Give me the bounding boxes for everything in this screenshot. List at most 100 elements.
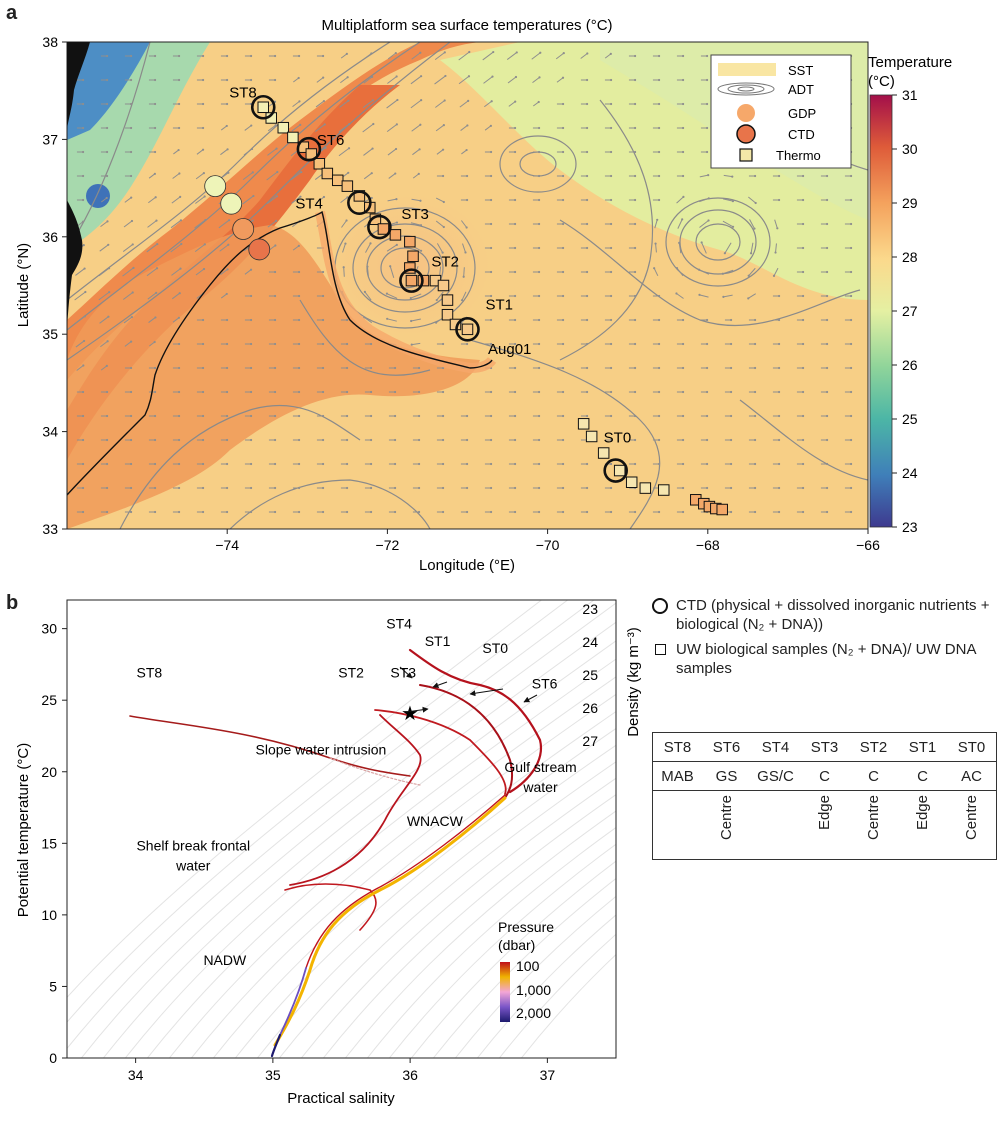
- velocity-arrow-head: [435, 321, 438, 324]
- velocity-arrow-head: [177, 462, 181, 466]
- velocity-arrow: [267, 220, 277, 228]
- velocity-arrow-head: [633, 414, 637, 418]
- velocity-arrow-head: [225, 318, 229, 322]
- velocity-arrow-head: [249, 268, 253, 271]
- velocity-arrow: [460, 125, 468, 131]
- velocity-arrow-head: [395, 243, 398, 246]
- station-table: ST8 ST6 ST4 ST3 ST2 ST1 ST0 MAB GS GS/C …: [652, 732, 997, 860]
- velocity-arrow-head: [395, 123, 398, 126]
- velocity-arrow-head: [386, 317, 389, 320]
- velocity-arrow-head: [81, 174, 85, 178]
- velocity-arrow-head: [410, 319, 413, 323]
- velocity-arrow-head: [585, 366, 589, 370]
- velocity-arrow-head: [251, 219, 254, 222]
- velocity-arrow-head: [417, 438, 421, 442]
- velocity-arrow-head: [657, 390, 661, 394]
- velocity-arrow: [411, 342, 421, 346]
- thermo-marker: [625, 476, 638, 488]
- velocity-arrow-head: [657, 54, 661, 58]
- velocity-arrow-head: [443, 99, 446, 102]
- velocity-arrow-head: [155, 291, 158, 294]
- velocity-arrow-head: [657, 510, 661, 514]
- velocity-arrow-head: [442, 225, 445, 229]
- ts-station-label: ST6: [532, 676, 558, 692]
- velocity-arrow: [386, 293, 398, 299]
- velocity-arrow-head: [321, 294, 325, 298]
- y-tick-label: 5: [49, 978, 57, 994]
- isopycnal-line: [67, 600, 569, 1023]
- table-cell: GS/C: [751, 761, 800, 791]
- velocity-arrow-head: [609, 78, 613, 82]
- velocity-arrow-head: [825, 390, 829, 394]
- ctd-station-label: ST4: [295, 196, 323, 213]
- velocity-arrow: [699, 197, 709, 203]
- thermo-marker: [716, 503, 728, 516]
- isopycnal-line: [146, 658, 616, 1058]
- velocity-arrow-head: [249, 294, 253, 298]
- isopycnal-line: [366, 826, 616, 1058]
- legend-sst-swatch: [718, 63, 776, 76]
- velocity-arrow-head: [801, 198, 805, 202]
- velocity-arrow: [701, 242, 707, 254]
- velocity-arrow-head: [633, 78, 637, 82]
- thermo-marker: [404, 262, 416, 274]
- velocity-arrow-head: [393, 390, 397, 394]
- velocity-arrow: [748, 267, 756, 277]
- table-cell: C: [898, 761, 947, 791]
- velocity-arrow-head: [561, 342, 565, 346]
- velocity-arrow-head: [275, 195, 279, 198]
- ctd-station-label: ST0: [604, 430, 632, 447]
- velocity-arrow-head: [297, 510, 301, 514]
- ctd-station-label: ST1: [486, 296, 514, 313]
- velocity-arrow: [676, 293, 684, 299]
- velocity-arrow-head: [489, 414, 493, 418]
- velocity-arrow-head: [105, 364, 108, 367]
- velocity-arrow-head: [370, 196, 373, 200]
- velocity-arrow-head: [273, 438, 277, 442]
- table-cell: MAB: [652, 761, 702, 791]
- velocity-arrow-head: [465, 198, 469, 202]
- velocity-arrow-head: [276, 170, 279, 174]
- velocity-arrow-head: [537, 150, 541, 154]
- velocity-arrow-head: [801, 342, 805, 346]
- isopycnal-line: [80, 602, 616, 1058]
- ctd-station-label: ST8: [229, 84, 257, 101]
- velocity-arrow-head: [467, 99, 470, 102]
- velocity-arrow-head: [489, 174, 493, 178]
- velocity-arrow-head: [586, 52, 589, 55]
- isopycnal-line: [344, 810, 616, 1058]
- velocity-arrow: [462, 243, 466, 253]
- velocity-arrow-head: [81, 390, 85, 394]
- x-tick-label: 37: [540, 1067, 556, 1083]
- isopycnal-line: [410, 860, 616, 1058]
- ts-diagram: ★ 34 35 36 37 0 5 10 15 20 25 30 Practical salini…: [15, 599, 642, 1107]
- thermo-marker: [287, 131, 299, 144]
- isopycnal-line: [454, 895, 616, 1058]
- velocity-arrow-head: [177, 414, 181, 418]
- velocity-arrow-head: [204, 218, 207, 222]
- velocity-arrow-head: [537, 246, 541, 250]
- velocity-arrow-head: [585, 462, 589, 466]
- velocity-arrow-head: [777, 294, 781, 298]
- velocity-arrow-head: [675, 267, 679, 270]
- legend-ctd-text: CTD (physical + dissolved inorganic nutr…: [676, 597, 990, 633]
- velocity-arrow-head: [585, 294, 589, 298]
- y-tick-label: 37: [42, 131, 58, 147]
- velocity-arrow-head: [849, 366, 853, 370]
- velocity-arrow: [343, 267, 345, 277]
- velocity-arrow-head: [700, 241, 703, 244]
- velocity-arrow: [386, 99, 398, 109]
- velocity-arrow-head: [389, 265, 392, 268]
- velocity-arrow-head: [753, 486, 757, 490]
- velocity-arrow-head: [345, 390, 349, 394]
- velocity-arrow-head: [129, 510, 133, 514]
- pressure-tick-100: 100: [516, 958, 540, 974]
- velocity-arrow-head: [772, 274, 776, 277]
- velocity-arrow-head: [801, 486, 805, 490]
- velocity-arrow-head: [395, 198, 398, 201]
- velocity-arrow-head: [681, 462, 685, 466]
- velocity-arrow: [338, 123, 350, 133]
- ctd-station-circle: [250, 94, 276, 120]
- velocity-arrow-head: [753, 438, 757, 442]
- velocity-arrow: [341, 220, 347, 228]
